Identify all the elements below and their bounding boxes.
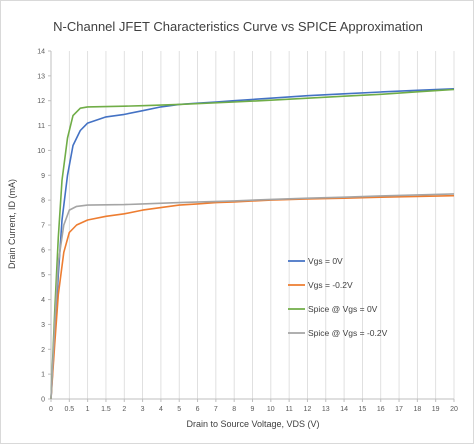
x-tick-label: 15 bbox=[359, 406, 367, 413]
x-tick-label: 16 bbox=[377, 406, 385, 413]
x-tick-label: 11 bbox=[285, 406, 292, 413]
y-tick-label: 12 bbox=[37, 98, 45, 105]
x-tick-label: 1.5 bbox=[101, 406, 111, 413]
y-tick-label: 1 bbox=[41, 372, 45, 379]
x-tick-label: 0 bbox=[49, 406, 53, 413]
series-lines bbox=[50, 88, 455, 400]
grid bbox=[68, 51, 455, 399]
x-tick-label: 20 bbox=[450, 406, 458, 413]
x-tick-label: 12 bbox=[304, 406, 312, 413]
chart-title: N-Channel JFET Characteristics Curve vs … bbox=[53, 19, 423, 34]
x-tick-label: 10 bbox=[267, 406, 275, 413]
x-tick-label: 8 bbox=[232, 406, 236, 413]
y-tick-label: 6 bbox=[41, 247, 45, 254]
y-tick-label: 13 bbox=[37, 73, 45, 80]
legend-label: Vgs = 0V bbox=[308, 256, 343, 266]
x-tick-label: 1 bbox=[86, 406, 90, 413]
legend-label: Spice @ Vgs = 0V bbox=[308, 304, 378, 314]
x-tick-label: 3 bbox=[141, 406, 145, 413]
x-tick-label: 18 bbox=[413, 406, 421, 413]
x-tick-label: 17 bbox=[395, 406, 403, 413]
series-line-spice-vgs-0v bbox=[50, 88, 455, 400]
legend-label: Vgs = -0.2V bbox=[308, 280, 353, 290]
legend-label: Spice @ Vgs = -0.2V bbox=[308, 328, 388, 338]
y-tick-label: 7 bbox=[41, 223, 45, 230]
y-tick-label: 4 bbox=[41, 297, 45, 304]
x-tick-label: 14 bbox=[340, 406, 348, 413]
x-tick-label: 4 bbox=[159, 406, 163, 413]
series-line-spice-vgs-0-2v bbox=[50, 193, 455, 400]
x-tick-label: 2 bbox=[122, 406, 126, 413]
y-tick-label: 3 bbox=[41, 322, 45, 329]
x-tick-label: 0.5 bbox=[64, 406, 74, 413]
x-tick-label: 13 bbox=[322, 406, 330, 413]
y-tick-label: 14 bbox=[37, 49, 45, 56]
x-tick-label: 9 bbox=[251, 406, 255, 413]
legend: Vgs = 0V Vgs = -0.2V Spice @ Vgs = 0V Spice… bbox=[288, 256, 388, 338]
y-tick-label: 2 bbox=[41, 347, 45, 354]
y-tick-label: 11 bbox=[38, 123, 45, 130]
series-line-vgs-0-2v bbox=[50, 194, 455, 400]
series-line-vgs-0v bbox=[50, 88, 455, 400]
x-axis-title: Drain to Source Voltage, VDS (V) bbox=[186, 419, 319, 429]
x-tick-label: 5 bbox=[177, 406, 181, 413]
y-tick-label: 10 bbox=[37, 148, 45, 155]
x-tick-label: 7 bbox=[214, 406, 218, 413]
y-tick-label: 0 bbox=[41, 397, 45, 404]
y-tick-label: 8 bbox=[41, 198, 45, 205]
y-axis-title: Drain Current, ID (mA) bbox=[7, 179, 17, 269]
y-tick-label: 5 bbox=[41, 272, 45, 279]
y-tick-label: 9 bbox=[41, 173, 45, 180]
x-tick-label: 6 bbox=[196, 406, 200, 413]
x-tick-label: 19 bbox=[432, 406, 440, 413]
